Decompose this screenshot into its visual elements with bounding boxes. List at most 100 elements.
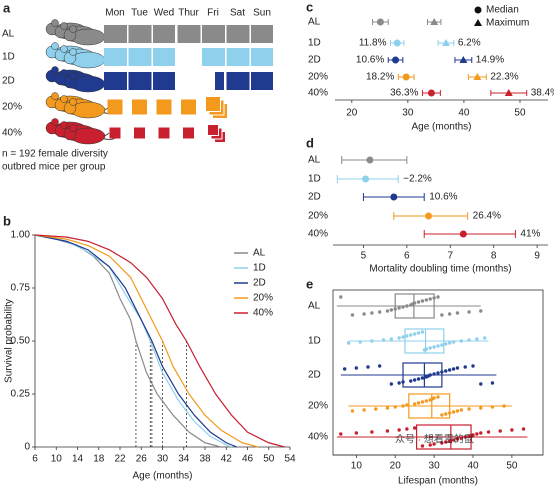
- food-block: [226, 72, 250, 90]
- mouse-body: [70, 51, 106, 69]
- x-tick-label: 20: [346, 108, 358, 119]
- mouse-body: [70, 28, 106, 46]
- legend-label: 2D: [253, 278, 266, 289]
- lifespan-point: [405, 334, 409, 338]
- lifespan-point: [479, 431, 483, 435]
- x-axis-title: Age (months): [411, 122, 471, 133]
- mouse-icon: [63, 25, 119, 46]
- panel-label: e: [306, 276, 313, 291]
- x-tick-label: 30: [429, 461, 441, 472]
- lifespan-point: [354, 431, 359, 435]
- lifespan-point: [521, 427, 526, 431]
- survival-curve: [34, 234, 238, 448]
- legend-label: Median: [486, 5, 519, 16]
- lifespan-point: [339, 295, 343, 299]
- food-block: [104, 72, 127, 90]
- lifespan-point: [444, 440, 448, 444]
- lifespan-point: [444, 412, 448, 416]
- mouse-ear: [60, 69, 68, 77]
- lifespan-point: [490, 381, 495, 385]
- lifespan-point: [358, 340, 362, 344]
- lifespan-point: [475, 337, 479, 341]
- lifespan-point: [385, 309, 390, 313]
- lifespan-point: [432, 396, 436, 400]
- survival-curve: [34, 234, 285, 448]
- legend-marker: [474, 6, 482, 14]
- point: [366, 156, 374, 164]
- lifespan-point: [405, 304, 409, 308]
- survival-curve: [34, 234, 259, 448]
- group-label: 40%: [2, 128, 22, 139]
- lifespan-point: [471, 433, 475, 437]
- change-label: 10.6%: [429, 192, 457, 203]
- lifespan-point: [447, 368, 452, 372]
- food-block: [134, 127, 145, 139]
- lifespan-point: [362, 312, 366, 316]
- food-block: [128, 48, 152, 66]
- note: n = 192 female diversity: [2, 149, 108, 160]
- maximum-point: [430, 18, 439, 25]
- lifespan-point: [432, 442, 436, 446]
- lifespan-point: [385, 429, 390, 433]
- lifespan-point: [346, 341, 351, 345]
- lifespan-point: [463, 365, 467, 369]
- lifespan-point: [370, 339, 374, 343]
- x-tick-label: 7: [447, 251, 453, 262]
- mouse-ear: [60, 121, 68, 129]
- lifespan-point: [467, 407, 471, 411]
- x-tick-label: 50: [506, 461, 518, 472]
- panel-label: c: [306, 0, 313, 14]
- food-block: [107, 99, 123, 115]
- y-tick-label: 0: [24, 442, 30, 453]
- x-tick-label: 20: [390, 461, 402, 472]
- food-block: [226, 25, 250, 43]
- mouse-ear: [69, 48, 77, 56]
- mouse-icon: [63, 98, 119, 119]
- lifespan-point: [420, 299, 425, 303]
- food-block: [181, 99, 196, 115]
- lifespan-point: [428, 346, 432, 350]
- lifespan-point: [444, 369, 448, 373]
- lifespan-point: [451, 438, 456, 442]
- panel-label: d: [306, 135, 314, 150]
- lifespan-point: [451, 367, 456, 371]
- lifespan-point: [416, 377, 421, 381]
- category-label: 20%: [308, 72, 328, 83]
- lifespan-point: [471, 364, 475, 368]
- lifespan-point: [389, 337, 394, 341]
- lifespan-point: [486, 430, 491, 434]
- point: [362, 175, 370, 183]
- mouse-icon: [63, 124, 119, 145]
- lifespan-point: [401, 335, 405, 339]
- legend-label: 40%: [253, 308, 273, 319]
- x-tick-label: 14: [72, 454, 84, 465]
- x-tick-label: 10: [51, 454, 63, 465]
- lifespan-point: [350, 409, 355, 413]
- lifespan-point: [479, 309, 483, 313]
- mouse-ear: [60, 95, 68, 103]
- y-axis-title: Survival probability: [4, 299, 15, 383]
- day-label: Sat: [230, 8, 245, 19]
- lifespan-point: [397, 336, 401, 340]
- survival-curve: [34, 234, 232, 448]
- lifespan-point: [420, 400, 425, 404]
- lifespan-point: [397, 381, 401, 385]
- legend-marker: [474, 19, 482, 26]
- food-block: [177, 25, 201, 43]
- food-block: [202, 25, 225, 43]
- food-block: [226, 48, 250, 66]
- change-label: 22.3%: [490, 72, 518, 83]
- lifespan-point: [412, 426, 417, 430]
- food-block: [109, 127, 121, 139]
- lifespan-point: [451, 410, 456, 414]
- lifespan-point: [436, 395, 440, 399]
- x-tick-label: 40: [467, 461, 479, 472]
- lifespan-point: [475, 432, 479, 436]
- food-block: [153, 72, 175, 90]
- lifespan-point: [401, 305, 405, 309]
- panel-label: b: [3, 213, 11, 228]
- median-point: [376, 18, 384, 26]
- lifespan-point: [339, 432, 343, 436]
- lifespan-point: [416, 300, 421, 304]
